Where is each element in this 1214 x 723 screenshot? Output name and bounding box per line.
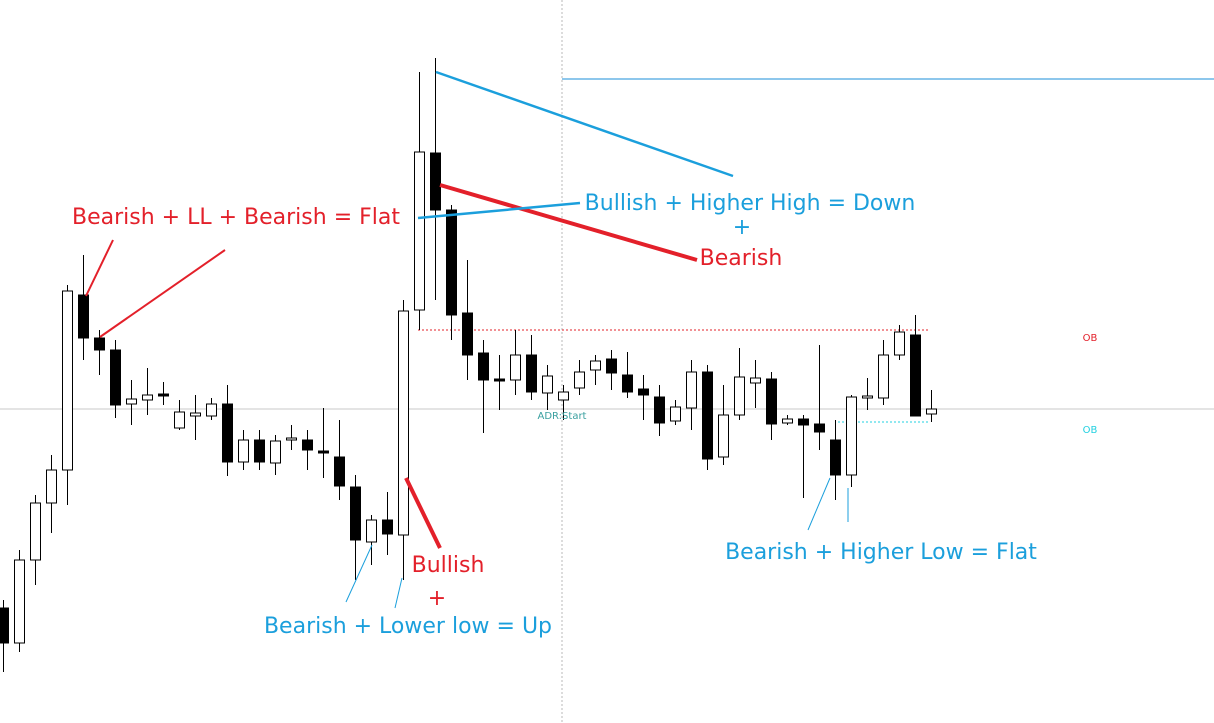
candle-body	[350, 486, 361, 541]
candle-body	[414, 151, 425, 311]
candle-body	[702, 371, 713, 460]
candle-body	[750, 377, 761, 384]
candle-body	[302, 439, 313, 451]
candle-body	[206, 403, 217, 417]
candle-body	[510, 354, 521, 381]
candle-body	[174, 411, 185, 429]
arrow-line	[439, 183, 698, 262]
candle-body	[606, 358, 617, 374]
candle-body	[94, 337, 105, 351]
candle-body	[398, 310, 409, 536]
candle-body	[462, 312, 473, 356]
candle-body	[270, 440, 281, 464]
candle-body	[670, 406, 681, 422]
candle-body	[14, 559, 25, 644]
candle-body	[686, 371, 697, 409]
arrow-line	[85, 239, 114, 297]
candle-body	[830, 439, 841, 476]
candle-body	[238, 439, 249, 463]
candle-body	[622, 374, 633, 393]
candle-body	[926, 408, 937, 415]
marker-label: ADR:Start	[538, 411, 587, 422]
arrow-line	[417, 201, 581, 220]
arrow-line	[394, 577, 403, 609]
candle-body	[590, 360, 601, 371]
arrow-line	[345, 544, 373, 603]
annotation: +	[733, 215, 751, 240]
annotation: Bearish + Higher Low = Flat	[725, 540, 1037, 565]
candle-body	[110, 349, 121, 406]
candle-body	[734, 376, 745, 416]
candle-body	[190, 412, 201, 417]
candle-body	[286, 437, 297, 441]
annotation: Bearish + Lower low = Up	[264, 614, 552, 639]
level-label: OB	[1083, 425, 1098, 436]
candle-body	[654, 396, 665, 424]
candle-body	[46, 469, 57, 504]
candle-body	[494, 378, 505, 382]
candle-body	[254, 439, 265, 463]
candle-body	[638, 388, 649, 396]
arrow-line	[435, 70, 734, 178]
candle-body	[126, 398, 137, 405]
level-label: OB	[1083, 333, 1098, 344]
candle-body	[846, 396, 857, 476]
candle-body	[782, 418, 793, 424]
candles	[0, 58, 937, 672]
candle-body	[862, 395, 873, 399]
candle-body	[446, 209, 457, 316]
candle-body	[574, 371, 585, 389]
candle-body	[334, 456, 345, 487]
candle-body	[718, 414, 729, 458]
candle-body	[910, 334, 921, 417]
candle-body	[766, 378, 777, 425]
candle-body	[0, 607, 9, 644]
candle-body	[62, 290, 73, 471]
annotation: Bearish + LL + Bearish = Flat	[72, 205, 400, 230]
candle-body	[318, 450, 329, 454]
candle-body	[478, 352, 489, 381]
candle-body	[878, 354, 889, 399]
candle-body	[382, 519, 393, 535]
candle-body	[526, 354, 537, 393]
candle-body	[542, 375, 553, 394]
arrow-line	[99, 249, 226, 338]
candle-body	[142, 394, 153, 401]
candle-body	[366, 519, 377, 543]
candle-body	[158, 393, 169, 397]
annotation: +	[428, 586, 446, 611]
candle-body	[222, 403, 233, 463]
annotation: Bullish	[412, 553, 485, 578]
annotation: Bullish + Higher High = Down	[585, 191, 916, 216]
annotation-lines	[85, 70, 849, 609]
candle-body	[430, 152, 441, 211]
candle-body	[814, 423, 825, 433]
candle-body	[558, 391, 569, 401]
arrow-line	[807, 477, 831, 531]
candle-body	[30, 502, 41, 561]
candle-body	[78, 294, 89, 339]
annotation: Bearish	[700, 246, 783, 271]
candle-body	[894, 331, 905, 356]
candle-body	[798, 418, 809, 426]
arrow-line	[404, 477, 442, 549]
